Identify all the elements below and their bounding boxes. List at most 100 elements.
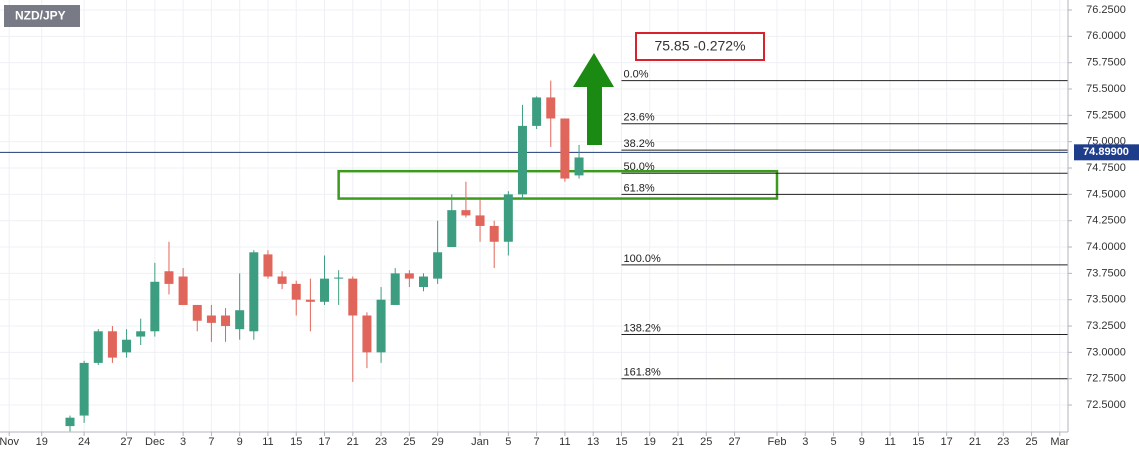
candle-body: [107, 331, 117, 358]
candle-body: [150, 281, 160, 332]
x-tick-label: 5: [505, 436, 511, 448]
x-tick-label: 15: [912, 436, 924, 448]
x-tick-label: 19: [644, 436, 656, 448]
candle-body: [93, 331, 103, 363]
fib-label: 61.8%: [623, 182, 654, 194]
y-tick-label: 72.5000: [1086, 399, 1126, 411]
x-tick-label: 21: [672, 436, 684, 448]
x-tick-label: Feb: [768, 436, 787, 448]
fib-label: 50.0%: [623, 161, 654, 173]
candle-body: [517, 125, 527, 195]
candle-body: [305, 299, 315, 302]
x-tick-label: 11: [559, 436, 570, 448]
x-tick-label: 25: [1025, 436, 1037, 448]
x-tick-label: 27: [728, 436, 740, 448]
x-tick-label: 24: [78, 436, 90, 448]
candle-body: [475, 215, 485, 226]
x-tick-label: 11: [262, 436, 273, 448]
annotation-box: [635, 32, 765, 61]
candle-body: [164, 271, 174, 284]
candle-body: [136, 331, 146, 337]
candle-body: [320, 278, 330, 302]
price-tag: [1074, 144, 1139, 161]
y-tick-label: 73.2500: [1086, 320, 1126, 332]
x-tick-label: 9: [237, 436, 243, 448]
y-tick-label: 74.0000: [1086, 241, 1126, 253]
y-tick-label: 74.5000: [1086, 188, 1126, 200]
y-tick-label: 73.7500: [1086, 267, 1126, 279]
fib-label: 100.0%: [623, 253, 661, 265]
y-tick-label: 75.5000: [1086, 83, 1126, 95]
candle-body: [221, 315, 231, 327]
candle-body: [574, 157, 584, 176]
x-tick-label: 15: [615, 436, 627, 448]
candle-body: [122, 339, 132, 353]
x-tick-label: 29: [432, 436, 444, 448]
candle-body: [192, 304, 202, 321]
y-tick-label: 74.2500: [1086, 215, 1126, 227]
candle-body: [546, 97, 556, 119]
x-tick-label: 3: [802, 436, 808, 448]
candle-body: [235, 310, 245, 330]
x-tick-label: 7: [208, 436, 214, 448]
candle-body: [376, 299, 386, 353]
candle-body: [418, 276, 428, 288]
y-tick-label: 76.0000: [1086, 30, 1126, 42]
fib-label: 161.8%: [623, 367, 661, 379]
candle-body: [79, 362, 89, 416]
y-tick-label: 75.7500: [1086, 57, 1126, 69]
y-tick-label: 73.5000: [1086, 294, 1126, 306]
x-tick-label: 25: [403, 436, 415, 448]
arrow: [573, 53, 614, 145]
chart-title: NZD/JPY: [15, 9, 66, 23]
x-tick-label: 21: [347, 436, 359, 448]
candle-body: [447, 210, 457, 248]
x-tick-label: Dec: [145, 436, 165, 448]
y-tick-label: 75.2500: [1086, 109, 1126, 121]
candle-body: [206, 315, 216, 323]
candle-body: [249, 252, 259, 332]
grid: [0, 0, 1068, 432]
candle-body: [263, 254, 273, 277]
x-tick-label: Mar: [1050, 436, 1069, 448]
x-tick-label: Nov: [0, 436, 19, 448]
candle-body: [178, 276, 188, 305]
y-tick-label: 72.7500: [1086, 373, 1126, 385]
y-tick-label: 73.0000: [1086, 346, 1126, 358]
candle-body: [503, 194, 513, 242]
symbol-box: [4, 5, 80, 27]
fib-label: 138.2%: [623, 322, 661, 334]
zone: [337, 169, 779, 200]
candle-body: [489, 225, 499, 242]
plot: 0.0% 23.6% 38.2% 50.0% 61.8% 100.0% 138.2% 161.…: [0, 68, 1068, 432]
x-tick-label: 15: [290, 436, 302, 448]
x-tick-label: 11: [884, 436, 895, 448]
annotation: 75.85 -0.272%: [654, 38, 745, 54]
x-tick-label: 13: [587, 436, 599, 448]
x-tick-label: 17: [941, 436, 953, 448]
x-tick-label: 19: [36, 436, 48, 448]
candle-body: [560, 118, 570, 179]
candle-body: [433, 252, 443, 279]
candle-body: [461, 210, 471, 216]
x-tick-label: 23: [997, 436, 1009, 448]
y-tick-label: 74.7500: [1086, 162, 1126, 174]
x-tick-label: 25: [700, 436, 712, 448]
candle-body: [277, 276, 287, 284]
fib-label: 23.6%: [623, 112, 654, 124]
price-tag-label: 74.89900: [1083, 146, 1129, 158]
candle-body: [390, 273, 400, 305]
candle-body: [334, 277, 344, 279]
x-tick-label: 17: [318, 436, 330, 448]
candle-body: [348, 278, 358, 316]
x-tick-label: 5: [830, 436, 836, 448]
x-tick-label: 23: [375, 436, 387, 448]
candle-body: [532, 97, 542, 126]
x-tick-label: Jan: [471, 436, 489, 448]
fib-label: 0.0%: [623, 68, 648, 80]
candle-body: [291, 283, 301, 300]
x-tick-label: 27: [120, 436, 132, 448]
x-tick-label: 21: [969, 436, 981, 448]
x-tick-label: 7: [534, 436, 540, 448]
